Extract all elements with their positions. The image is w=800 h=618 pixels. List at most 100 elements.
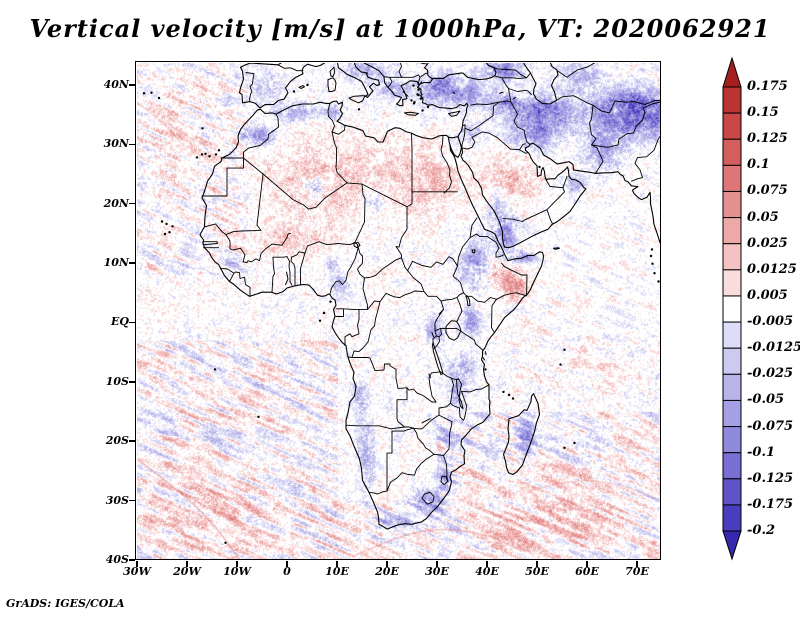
- lat-tick-mark: [129, 143, 135, 146]
- lake-outline: [445, 320, 462, 341]
- small-island-dot: [410, 99, 413, 102]
- small-island-dot: [257, 415, 260, 419]
- colorbar-segment: [722, 112, 742, 140]
- country-border: [291, 251, 306, 258]
- country-border: [220, 267, 251, 297]
- colorbar-segment: [722, 504, 742, 532]
- country-border: [354, 183, 366, 243]
- small-island-dot: [573, 441, 576, 445]
- colorbar-segment: [722, 190, 742, 219]
- colorbar-tick-label: -0.1: [747, 444, 776, 460]
- coastline: [460, 142, 660, 249]
- country-border: [494, 75, 512, 103]
- colorbar-segment: [722, 321, 742, 349]
- lat-tick-label: 40N: [103, 77, 129, 91]
- colorbar-segment: [722, 452, 742, 480]
- lon-tick-label: 10W: [223, 565, 251, 578]
- lon-tick-mark: [286, 561, 288, 567]
- country-border: [546, 209, 553, 225]
- country-border: [440, 292, 464, 302]
- colorbar-tick-label: -0.2: [747, 523, 776, 539]
- country-border: [557, 63, 595, 78]
- colorbar-tick-label: -0.005: [747, 314, 794, 330]
- country-border: [461, 131, 483, 150]
- small-island-dot: [306, 83, 309, 87]
- lat-tick-label: 30N: [103, 137, 129, 151]
- lon-tick-mark: [586, 561, 588, 567]
- lon-tick-mark: [386, 561, 388, 567]
- colorbar-segment: [722, 86, 742, 114]
- country-border: [420, 63, 428, 65]
- lat-tick-label: 30S: [105, 493, 129, 507]
- coastline: [238, 63, 326, 109]
- colorbar-arrow-up: [722, 56, 742, 88]
- country-border: [345, 424, 414, 430]
- country-border: [351, 301, 381, 358]
- lat-tick-label: 20S: [105, 434, 129, 448]
- lake-outline: [431, 332, 434, 338]
- country-border: [335, 308, 344, 317]
- colorbar-tick-label: 0.15: [747, 105, 779, 121]
- colorbar-tick-label: 0.05: [747, 209, 779, 225]
- small-island-dot: [201, 127, 204, 130]
- country-border: [438, 414, 453, 456]
- country-border: [591, 101, 660, 148]
- lat-tick-mark: [129, 321, 135, 324]
- lon-tick-label: 0: [283, 565, 291, 578]
- lake-outline: [421, 418, 431, 424]
- country-border: [364, 257, 402, 279]
- small-island-dot: [329, 300, 332, 303]
- island-outline: [448, 110, 461, 117]
- lon-tick-label: 10E: [325, 565, 349, 578]
- country-border: [456, 327, 484, 351]
- small-island-dot: [426, 105, 430, 109]
- small-island-dot: [168, 231, 171, 234]
- small-island-dot: [318, 319, 322, 322]
- lat-tick-label: EQ: [111, 315, 129, 329]
- colorbar-segment: [722, 399, 742, 428]
- colorbar-segment: [722, 373, 742, 401]
- plot-title: Vertical velocity [m/s] at 1000hPa, VT: …: [29, 14, 771, 43]
- country-border: [450, 377, 454, 404]
- coastline: [416, 81, 469, 139]
- country-border: [327, 102, 348, 184]
- lake-outline: [471, 249, 476, 254]
- lat-tick-label: 10S: [105, 374, 129, 388]
- credit-text: GrADS: IGES/COLA: [6, 597, 125, 610]
- country-border: [344, 308, 360, 347]
- lon-tick-label: 40E: [475, 565, 499, 578]
- country-border: [456, 297, 463, 322]
- small-island-dot: [416, 93, 419, 96]
- country-border: [459, 390, 467, 421]
- lat-tick-mark: [129, 202, 135, 205]
- small-island-dot: [200, 153, 204, 156]
- small-island-dot: [165, 222, 168, 226]
- lon-tick-mark: [636, 561, 638, 567]
- country-border: [491, 298, 497, 334]
- country-border: [331, 124, 346, 135]
- small-island-dot: [163, 232, 167, 236]
- coastline: [199, 100, 545, 530]
- country-border: [452, 265, 464, 294]
- small-island-dot: [511, 397, 515, 400]
- lon-tick-label: 20W: [173, 565, 201, 578]
- small-island-dot: [507, 393, 511, 397]
- country-border: [438, 402, 451, 416]
- lat-tick-mark: [129, 559, 135, 561]
- lake-outline: [353, 241, 361, 249]
- country-border: [407, 256, 458, 272]
- island-outline: [329, 66, 335, 78]
- country-border: [229, 272, 235, 282]
- small-island-dot: [292, 90, 296, 93]
- small-island-dot: [157, 96, 161, 100]
- country-border: [362, 277, 368, 310]
- lon-tick-label: 60E: [575, 565, 599, 578]
- country-border: [432, 335, 437, 344]
- country-border: [501, 77, 527, 79]
- lake-outline: [285, 271, 289, 285]
- small-island-dot: [142, 92, 146, 95]
- lon-tick-label: 30W: [123, 565, 151, 578]
- colorbar-tick-label: -0.175: [747, 496, 794, 512]
- island-outline: [485, 351, 487, 355]
- colorbar-tick-label: 0.125: [747, 131, 788, 147]
